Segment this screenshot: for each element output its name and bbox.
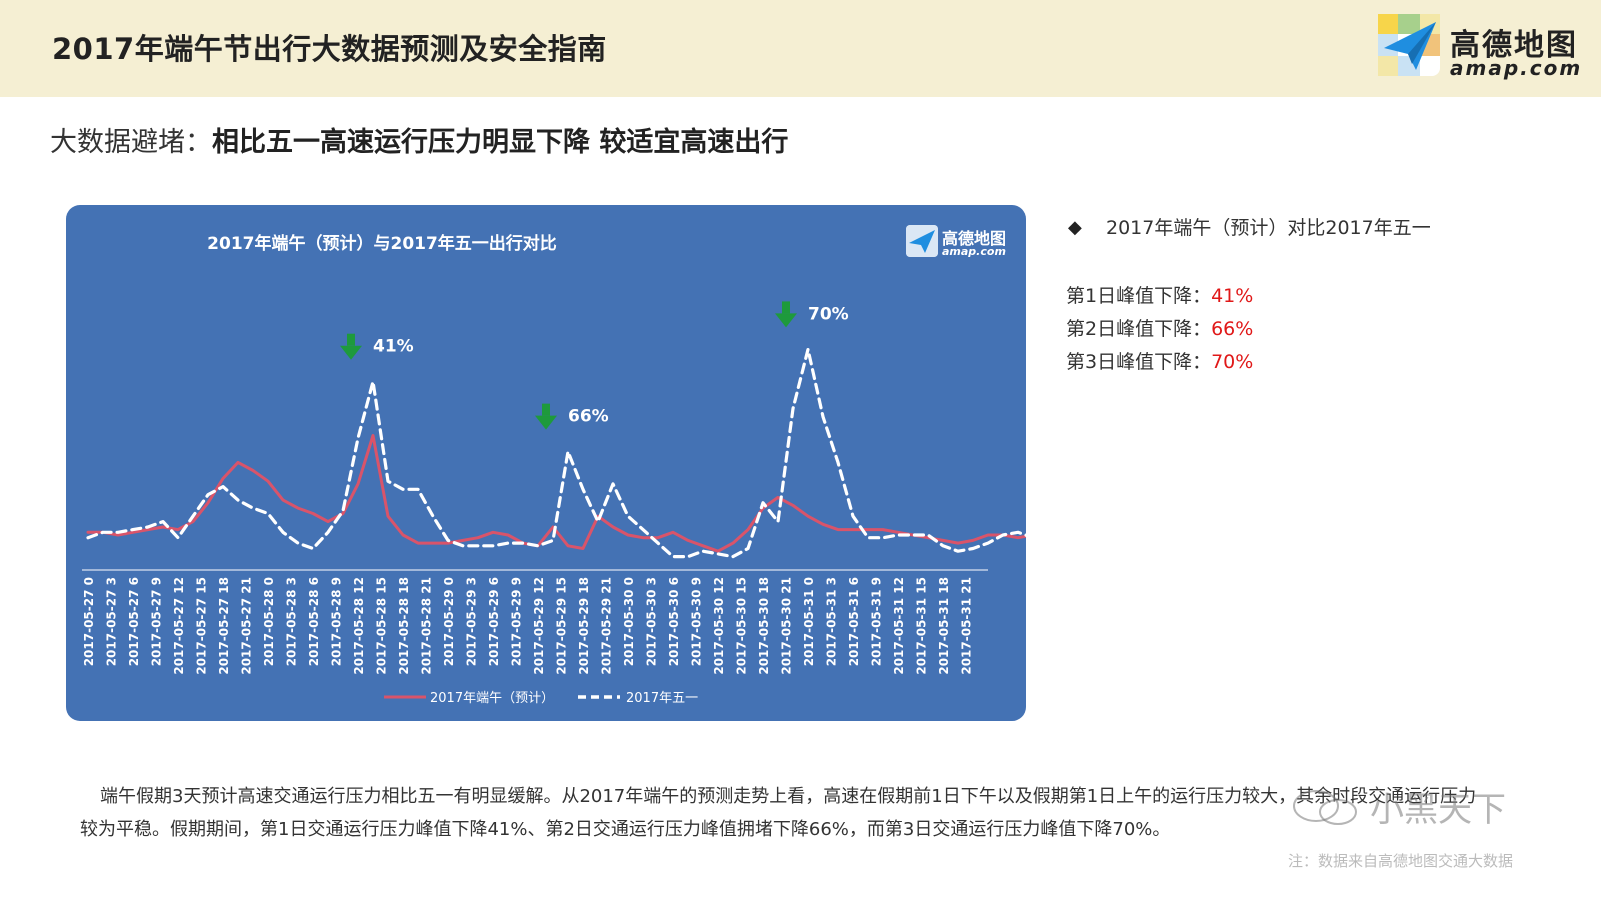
down-arrow-icon: [347, 333, 355, 346]
x-tick-label: 2017-05-28 9: [330, 577, 344, 666]
x-tick-label: 2017-05-28 0: [262, 577, 276, 666]
x-tick-label: 2017-05-28 3: [285, 577, 299, 666]
x-tick-label: 2017-05-30 15: [735, 577, 749, 675]
annotation-label: 66%: [568, 407, 609, 427]
legend-label-dragon-boat: 2017年端午（预计）: [430, 691, 554, 706]
chart-logo-brand: 高德地图: [942, 229, 1007, 248]
stat-day-3: 第3日峰值下降：70%: [1066, 346, 1431, 379]
x-tick-label: 2017-05-31 6: [847, 577, 861, 666]
x-tick-label: 2017-05-29 21: [600, 577, 614, 675]
down-arrow-icon: [535, 415, 557, 430]
x-tick-label: 2017-05-31 0: [802, 577, 816, 666]
x-tick-label: 2017-05-30 12: [712, 577, 726, 675]
stat-value: 66%: [1211, 318, 1254, 340]
comparison-heading-text: 2017年端午（预计）对比2017年五一: [1106, 217, 1431, 239]
stat-value: 70%: [1211, 351, 1254, 373]
amap-logo: 高德地图 amap.com: [1378, 14, 1580, 80]
comparison-panel: ◆ 2017年端午（预计）对比2017年五一 第1日峰值下降：41% 第2日峰值…: [1066, 214, 1431, 379]
x-tick-label: 2017-05-31 21: [960, 577, 974, 675]
series-line-may-day: [86, 347, 1026, 559]
chart-title: 2017年端午（预计）与2017年五一出行对比: [207, 233, 557, 254]
chart-logo: 高德地图 amap.com: [906, 223, 1006, 263]
wechat-watermark: 小黑天下: [1290, 782, 1530, 832]
chart-logo-icon: [906, 225, 938, 257]
stat-label: 第1日峰值下降：: [1066, 285, 1212, 307]
x-tick-label: 2017-05-28 6: [307, 577, 321, 666]
summary-line-1: 端午假期3天预计高速交通运行压力相比五一有明显缓解。从2017年端午的预测走势上…: [80, 780, 1530, 813]
x-tick-label: 2017-05-27 3: [105, 577, 119, 666]
x-tick-label: 2017-05-28 18: [397, 577, 411, 675]
x-tick-label: 2017-05-29 12: [532, 577, 546, 675]
summary-line-1-text: 端午假期3天预计高速交通运行压力相比五一有明显缓解。从2017年端午的预测走势上…: [100, 786, 1477, 807]
x-tick-label: 2017-05-28 15: [375, 577, 389, 675]
x-tick-label: 2017-05-27 12: [172, 577, 186, 675]
wechat-icon: [1293, 790, 1357, 825]
chart-logo-domain: amap.com: [942, 245, 1006, 258]
x-tick-label: 2017-05-27 18: [217, 577, 231, 675]
stat-day-2: 第2日峰值下降：66%: [1066, 313, 1431, 346]
section-heading-prefix: 大数据避堵：: [50, 127, 212, 158]
amap-brand-name: 高德地图: [1450, 28, 1578, 63]
comparison-heading: ◆ 2017年端午（预计）对比2017年五一: [1068, 214, 1431, 242]
x-tick-label: 2017-05-29 18: [577, 577, 591, 675]
x-tick-label: 2017-05-29 6: [487, 577, 501, 666]
down-arrow-icon: [340, 345, 362, 360]
x-tick-label: 2017-05-29 3: [465, 577, 479, 666]
legend-label-may-day: 2017年五一: [626, 691, 698, 706]
x-tick-label: 2017-05-27 15: [195, 577, 209, 675]
x-tick-label: 2017-05-31 3: [825, 577, 839, 666]
x-tick-label: 2017-05-30 9: [690, 577, 704, 666]
x-tick-label: 2017-05-27 6: [127, 577, 141, 666]
section-heading: 大数据避堵：相比五一高速运行压力明显下降 较适宜高速出行: [50, 120, 788, 159]
stat-label: 第3日峰值下降：: [1066, 351, 1212, 373]
x-tick-label: 2017-05-27 0: [82, 577, 96, 666]
header-bar: 2017年端午节出行大数据预测及安全指南 高德地图 amap.com: [0, 0, 1601, 97]
x-tick-label: 2017-05-30 18: [757, 577, 771, 675]
down-arrow-icon: [542, 403, 550, 416]
x-tick-label: 2017-05-30 0: [622, 577, 636, 666]
annotation-label: 70%: [808, 304, 849, 324]
x-tick-label: 2017-05-27 21: [240, 577, 254, 675]
stat-day-1: 第1日峰值下降：41%: [1066, 280, 1431, 313]
diamond-bullet-icon: ◆: [1068, 217, 1082, 238]
section-heading-emphasis: 相比五一高速运行压力明显下降 较适宜高速出行: [212, 127, 789, 158]
amap-logo-icon: [1378, 14, 1440, 76]
x-tick-label: 2017-05-28 21: [420, 577, 434, 675]
x-tick-label: 2017-05-30 6: [667, 577, 681, 666]
annotation-label: 41%: [373, 337, 414, 357]
x-tick-label: 2017-05-31 15: [915, 577, 929, 675]
stats-list: 第1日峰值下降：41% 第2日峰值下降：66% 第3日峰值下降：70%: [1066, 280, 1431, 379]
line-chart: 2017年端午（预计）与2017年五一出行对比 2017-05-27 0 2017-…: [82, 233, 1026, 706]
x-tick-label: 2017-05-30 3: [645, 577, 659, 666]
x-tick-label: 2017-05-29 0: [442, 577, 456, 666]
x-tick-label: 2017-05-28 12: [352, 577, 366, 675]
x-tick-label: 2017-05-29 15: [555, 577, 569, 675]
x-tick-label: 2017-05-27 9: [150, 577, 164, 666]
summary-line-2: 较为平稳。假期期间，第1日交通运行压力峰值下降41%、第2日交通运行压力峰值拥堵…: [80, 819, 1171, 840]
amap-domain: amap.com: [1450, 56, 1583, 80]
down-arrow-icon: [775, 313, 797, 328]
stat-value: 41%: [1211, 285, 1254, 307]
chart-panel: 2017年端午（预计）与2017年五一出行对比 2017-05-27 0 2017-…: [66, 205, 1026, 721]
watermark-text: 小黑天下: [1370, 790, 1506, 830]
stat-label: 第2日峰值下降：: [1066, 318, 1212, 340]
x-tick-label: 2017-05-29 9: [510, 577, 524, 666]
summary-paragraph: 端午假期3天预计高速交通运行压力相比五一有明显缓解。从2017年端午的预测走势上…: [80, 780, 1530, 846]
series-line-dragon-boat: [86, 434, 1026, 553]
x-tick-label: 2017-05-31 12: [892, 577, 906, 675]
down-arrow-icon: [782, 301, 790, 314]
x-tick-label: 2017-05-31 18: [937, 577, 951, 675]
page-title: 2017年端午节出行大数据预测及安全指南: [52, 32, 607, 66]
x-tick-label: 2017-05-30 21: [780, 577, 794, 675]
x-tick-label: 2017-05-31 9: [870, 577, 884, 666]
data-source-note: 注：数据来自高德地图交通大数据: [1288, 852, 1514, 870]
